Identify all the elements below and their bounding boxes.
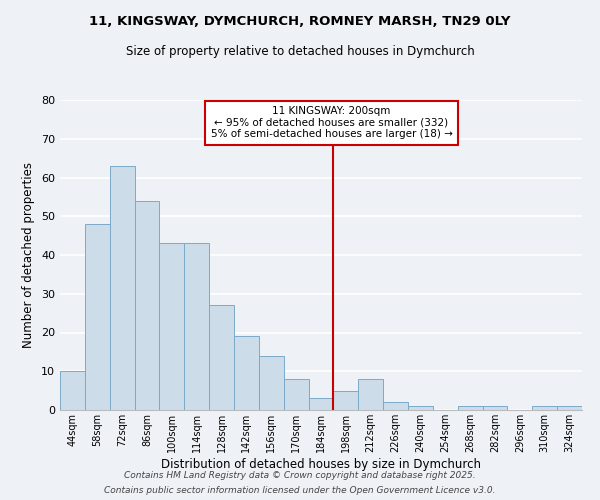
Bar [234,336,259,410]
Text: 11 KINGSWAY: 200sqm
← 95% of detached houses are smaller (332)
5% of semi-detach: 11 KINGSWAY: 200sqm ← 95% of detached ho… [211,106,452,140]
Bar [482,406,508,410]
Bar [110,166,134,410]
Bar [184,244,209,410]
Text: Contains public sector information licensed under the Open Government Licence v3: Contains public sector information licen… [104,486,496,495]
Bar [532,406,557,410]
Bar [557,406,582,410]
Bar [160,244,184,410]
Bar [209,306,234,410]
Bar [358,379,383,410]
Text: Size of property relative to detached houses in Dymchurch: Size of property relative to detached ho… [125,45,475,58]
Bar [308,398,334,410]
Bar [60,371,85,410]
Text: 11, KINGSWAY, DYMCHURCH, ROMNEY MARSH, TN29 0LY: 11, KINGSWAY, DYMCHURCH, ROMNEY MARSH, T… [89,15,511,28]
Y-axis label: Number of detached properties: Number of detached properties [22,162,35,348]
Bar [85,224,110,410]
Bar [408,406,433,410]
Bar [334,390,358,410]
Bar [134,200,160,410]
Bar [259,356,284,410]
Bar [383,402,408,410]
Bar [284,379,308,410]
X-axis label: Distribution of detached houses by size in Dymchurch: Distribution of detached houses by size … [161,458,481,470]
Text: Contains HM Land Registry data © Crown copyright and database right 2025.: Contains HM Land Registry data © Crown c… [124,471,476,480]
Bar [458,406,482,410]
